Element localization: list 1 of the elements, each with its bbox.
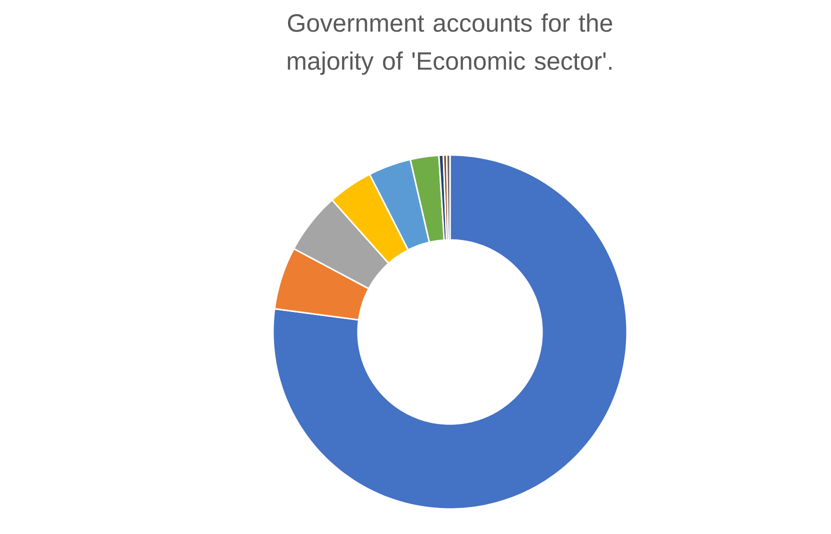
chart-title: Government accounts for the majority of 'Economic sector'. [288,14,612,75]
